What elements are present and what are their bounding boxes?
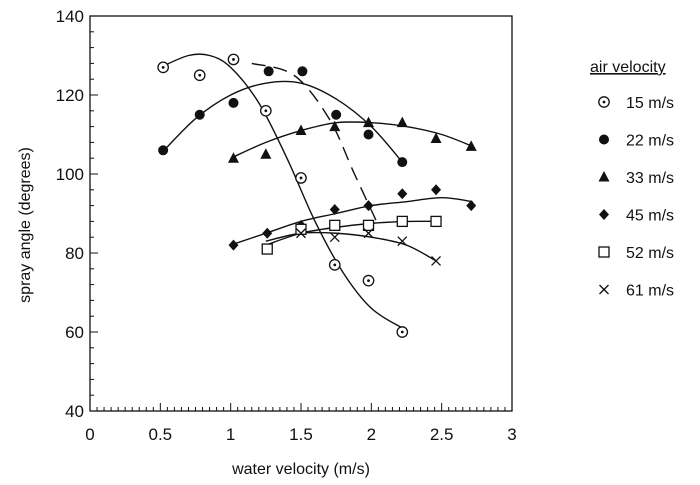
fit-curve-3 <box>230 121 473 159</box>
data-point-series-4 <box>262 227 273 239</box>
data-point-series-3 <box>396 116 408 128</box>
legend-label-5: 52 m/s <box>626 245 674 262</box>
y-tick-label: 120 <box>56 86 84 105</box>
data-point-series-2 <box>331 109 342 120</box>
data-point-series-1 <box>328 258 341 271</box>
legend-label-6: 61 m/s <box>626 283 674 300</box>
data-point-series-6 <box>329 232 340 243</box>
x-tick-label: 2 <box>367 425 376 444</box>
legend-marker-6 <box>599 284 609 295</box>
y-tick-label: 60 <box>65 323 84 342</box>
data-points <box>157 53 477 338</box>
y-tick-label: 140 <box>56 7 84 26</box>
x-tick-label: 2.5 <box>430 425 454 444</box>
data-point-series-2 <box>228 97 239 108</box>
data-point-series-2 <box>297 66 308 77</box>
legend-label-4: 45 m/s <box>626 208 674 225</box>
data-point-series-6 <box>296 228 306 239</box>
data-point-series-4 <box>397 188 408 200</box>
data-point-series-5 <box>430 215 442 228</box>
data-point-series-4 <box>431 184 442 196</box>
x-tick-label: 0 <box>85 425 94 444</box>
data-point-series-6 <box>397 236 408 247</box>
legend-marker-1 <box>598 96 610 108</box>
data-point-series-3 <box>363 116 375 128</box>
data-point-series-3 <box>227 152 239 163</box>
data-point-series-1 <box>362 274 375 287</box>
data-point-series-5 <box>396 215 408 228</box>
legend-label-3: 33 m/s <box>626 170 674 187</box>
legend-marker-3 <box>598 171 610 182</box>
data-point-series-5 <box>362 219 375 232</box>
data-point-series-6 <box>431 255 441 266</box>
dashed-line <box>251 62 380 226</box>
legend: air velocity 15 m/s 22 m/s 33 m/s 45 m/s 52 … <box>590 59 674 300</box>
data-point-series-3 <box>465 140 477 151</box>
legend-marker-4 <box>599 209 609 220</box>
x-tick-label: 0.5 <box>149 425 173 444</box>
y-axis-title: spray angle (degrees) <box>17 147 34 303</box>
data-point-series-4 <box>466 200 477 212</box>
data-point-series-1 <box>157 61 169 74</box>
data-point-series-1 <box>295 172 307 184</box>
legend-label-1: 15 m/s <box>626 95 674 112</box>
dashed-trend-line <box>251 62 380 226</box>
legend-marker-2 <box>599 134 609 145</box>
data-point-series-1 <box>227 53 240 66</box>
data-point-series-2 <box>363 129 374 140</box>
fit-curves <box>159 53 473 329</box>
data-point-series-5 <box>329 219 341 232</box>
data-point-series-2 <box>158 145 169 156</box>
y-tick-label: 80 <box>65 244 84 263</box>
data-point-series-4 <box>329 204 340 216</box>
y-tick-label: 100 <box>56 165 84 184</box>
data-point-series-1 <box>259 104 272 117</box>
data-point-series-1 <box>193 69 206 82</box>
data-point-series-1 <box>396 326 409 338</box>
data-point-series-3 <box>295 124 307 136</box>
x-tick-label: 3 <box>507 425 516 444</box>
x-axis: 0 0.5 1 1.5 2 2.5 3 <box>85 403 517 444</box>
data-point-series-3 <box>430 132 442 143</box>
x-axis-title: water velocity (m/s) <box>231 461 370 478</box>
fit-curve-1 <box>160 53 403 329</box>
legend-title: air velocity <box>590 59 666 76</box>
data-point-series-5 <box>261 243 273 255</box>
data-point-series-3 <box>260 148 272 159</box>
x-tick-label: 1 <box>226 425 235 444</box>
data-point-series-2 <box>397 157 408 168</box>
data-point-series-3 <box>329 120 341 132</box>
x-tick-label: 1.5 <box>289 425 313 444</box>
data-point-series-4 <box>363 200 374 212</box>
legend-marker-5 <box>598 246 610 258</box>
data-point-series-2 <box>194 109 205 120</box>
y-axis: 40 60 80 100 120 140 <box>56 7 98 421</box>
data-point-series-5 <box>295 223 307 235</box>
data-point-series-2 <box>263 66 274 77</box>
data-point-series-6 <box>363 228 374 239</box>
y-tick-label: 40 <box>65 402 84 421</box>
data-point-series-4 <box>228 239 239 251</box>
legend-label-2: 22 m/s <box>626 133 674 150</box>
